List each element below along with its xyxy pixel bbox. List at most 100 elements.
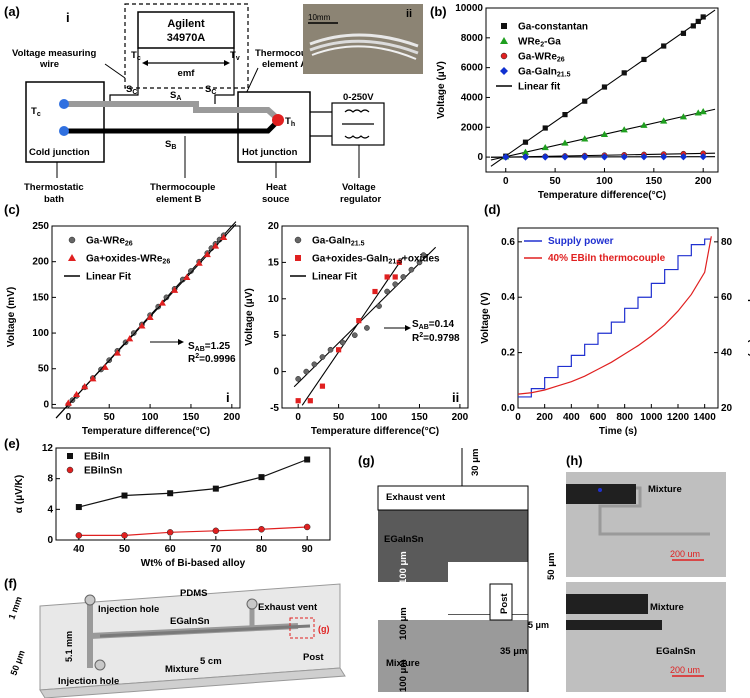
annotation-s: SAB=1.25 [188, 341, 231, 353]
data-point [396, 259, 402, 265]
injection-top-label: Injection hole [98, 604, 159, 615]
panel-d-chart: 0 200 400 600 800 1000 1200 1400 0.0 0.2 0.4 0.6 Tim… [480, 227, 750, 437]
x-tick-label: 600 [590, 412, 607, 423]
y-tick-label: 2000 [461, 122, 484, 133]
legend-label-1: WRe2-Ga [518, 37, 561, 49]
mixture-bottom-label: Mixture [650, 602, 684, 613]
sub-label-ci: i [226, 390, 230, 405]
pdms-label: PDMS [180, 588, 207, 599]
data-point [384, 274, 390, 280]
element-a-wire [64, 101, 281, 122]
legend-label-1: EBiInSn [84, 466, 122, 477]
data-point [146, 313, 154, 320]
tv-label: Tv [230, 50, 240, 62]
photo-wire-3 [311, 45, 417, 60]
y-tick-label: 10000 [455, 3, 483, 14]
data-point [113, 349, 121, 356]
panel-label-f: (f) [4, 576, 17, 591]
regulator-line2: regulator [340, 194, 381, 205]
panel-a: (a) i Agilent 34970A Tc Tv emf SC SC Vol… [4, 3, 423, 205]
data-point [163, 294, 170, 301]
y-tick-label: 0 [47, 535, 53, 546]
g-tag: (g) [318, 624, 330, 634]
photo-scale-label: 10mm [308, 13, 331, 22]
data-point [211, 242, 220, 249]
data-point [420, 252, 427, 258]
panel-g: (g) Post Exhaust vent 30 μm EGaInSn 100 … [358, 448, 557, 692]
sc-left: SC [126, 84, 137, 96]
sb-label: SB [165, 139, 176, 151]
data-point [601, 84, 608, 90]
mixture-label: Mixture [165, 664, 199, 675]
data-point [416, 259, 423, 266]
bath-line2: bath [44, 194, 64, 205]
regulator-line1: Voltage [342, 182, 376, 193]
data-point [356, 318, 362, 324]
legend-marker-1 [295, 255, 301, 261]
data-point [307, 398, 313, 404]
x-tick-label: 0 [295, 412, 301, 423]
y-tick-label: 4 [47, 504, 53, 515]
y-tick-label: 50 [38, 364, 50, 375]
data-point [203, 250, 211, 258]
regulator-leads [310, 111, 332, 137]
panel-b-chart: 0 50 100 150 2000200040006000800010000Temper… [436, 3, 719, 201]
y-tick-label: 0.0 [501, 403, 515, 414]
transformer-coils [344, 109, 370, 139]
y-axis-label: Voltage (mV) [6, 287, 17, 347]
legend-label-1: Ga+oxides-WRe26 [86, 254, 170, 266]
tc-label: Tc [131, 50, 141, 62]
channel-lower [99, 624, 311, 638]
legend-marker-0 [294, 236, 302, 244]
data-point [542, 125, 548, 131]
y-tick-label: 200 [32, 257, 49, 268]
x-tick-label: 200 [695, 176, 712, 187]
dim-35-label: 35 μm [500, 646, 527, 657]
panel-c-ii-chart: 0 50 100 150 200 -5 0 5 10 15 20 Temperature differ… [244, 221, 469, 437]
dim-5-label: 5 μm [528, 620, 549, 630]
legend-marker-1 [68, 254, 76, 261]
micrograph-bottom-dark [566, 594, 648, 614]
data-point [695, 18, 701, 25]
micrograph-bottom-dark-2 [566, 620, 662, 630]
data-point [101, 363, 109, 370]
hot-node [272, 114, 284, 126]
panel-e-chart: 40 50 60 70 80 90 0 4 8 12 Wt% of Bi-based alloy α … [14, 443, 331, 569]
voltage-wire-line2: wire [39, 59, 59, 70]
dim-50-label: 50 μm [546, 553, 557, 580]
emf-arrow-right [224, 60, 230, 66]
y-tick-label: 0.6 [501, 237, 515, 248]
legend-label-fit: Linear Fit [86, 272, 132, 283]
plot-frame [485, 7, 719, 173]
exhaust-hole [246, 598, 258, 610]
data-point [75, 504, 82, 511]
x-axis-label: Wt% of Bi-based alloy [141, 558, 246, 569]
x-tick-label: 50 [104, 412, 116, 423]
data-point [521, 148, 530, 155]
data-point [303, 368, 310, 375]
data-point [541, 153, 549, 161]
scale-top-label: 200 um [670, 549, 700, 559]
legend-marker-0 [67, 453, 73, 459]
y-tick-label: 5 [273, 330, 279, 341]
instrument-dashed-box [124, 3, 249, 89]
sa-label: SA [170, 90, 181, 102]
legend-label-fit: Linear Fit [312, 272, 358, 283]
y-tick-label: 8000 [461, 33, 484, 44]
notch-gap [448, 562, 528, 614]
data-point [660, 153, 668, 161]
data-point [75, 532, 83, 539]
data-point [679, 113, 688, 120]
data-point [311, 361, 318, 368]
data-point [408, 266, 415, 273]
data-point [72, 390, 81, 398]
panel-label-h: (h) [566, 453, 583, 468]
panel-label-e: (e) [4, 436, 20, 451]
voltage-wire-line1: Voltage measuring [12, 48, 96, 59]
y2-tick-label: 80 [721, 237, 733, 248]
panel-label-b: (b) [430, 4, 447, 19]
data-point [699, 108, 707, 115]
data-point [167, 490, 174, 497]
data-point [600, 130, 609, 138]
data-point [158, 299, 166, 306]
